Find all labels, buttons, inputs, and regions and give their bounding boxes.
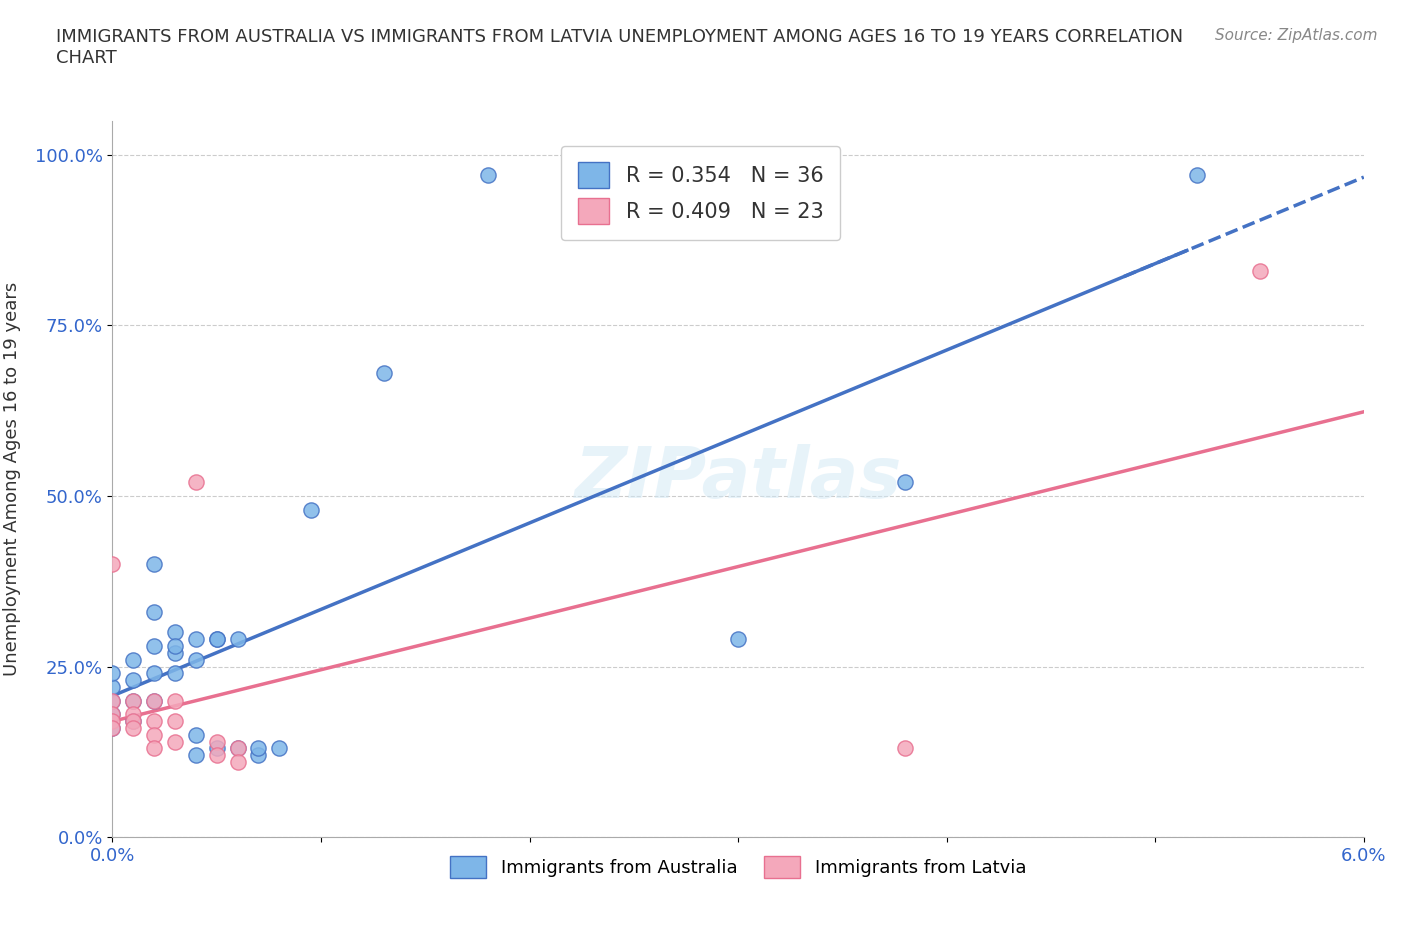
Point	[101, 707, 124, 722]
Point	[143, 604, 166, 619]
Point	[143, 727, 166, 742]
Text: Source: ZipAtlas.com: Source: ZipAtlas.com	[1215, 28, 1378, 43]
Point	[122, 693, 145, 708]
Point	[373, 365, 395, 380]
Point	[1185, 168, 1208, 183]
Point	[269, 741, 291, 756]
Point	[184, 748, 207, 763]
Point	[477, 168, 499, 183]
Point	[143, 639, 166, 654]
Point	[184, 652, 207, 667]
Point	[299, 502, 322, 517]
Point	[101, 666, 124, 681]
Point	[143, 666, 166, 681]
Point	[247, 741, 270, 756]
Point	[101, 557, 124, 572]
Point	[205, 631, 228, 646]
Point	[165, 645, 187, 660]
Point	[165, 713, 187, 728]
Text: IMMIGRANTS FROM AUSTRALIA VS IMMIGRANTS FROM LATVIA UNEMPLOYMENT AMONG AGES 16 T: IMMIGRANTS FROM AUSTRALIA VS IMMIGRANTS …	[56, 28, 1184, 67]
Point	[122, 713, 145, 728]
Point	[727, 631, 749, 646]
Point	[143, 741, 166, 756]
Text: ZIPatlas: ZIPatlas	[575, 445, 901, 513]
Point	[205, 748, 228, 763]
Point	[101, 721, 124, 736]
Point	[101, 693, 124, 708]
Point	[165, 625, 187, 640]
Point	[1249, 263, 1271, 278]
Point	[205, 734, 228, 749]
Point	[165, 693, 187, 708]
Point	[101, 693, 124, 708]
Point	[101, 713, 124, 728]
Point	[122, 672, 145, 687]
Legend: Immigrants from Australia, Immigrants from Latvia: Immigrants from Australia, Immigrants fr…	[443, 849, 1033, 885]
Point	[143, 693, 166, 708]
Point	[122, 652, 145, 667]
Point	[205, 741, 228, 756]
Point	[184, 727, 207, 742]
Point	[226, 754, 249, 769]
Point	[122, 693, 145, 708]
Point	[165, 639, 187, 654]
Point	[101, 680, 124, 695]
Point	[894, 475, 917, 490]
Point	[143, 713, 166, 728]
Point	[122, 713, 145, 728]
Point	[184, 631, 207, 646]
Point	[101, 707, 124, 722]
Y-axis label: Unemployment Among Ages 16 to 19 years: Unemployment Among Ages 16 to 19 years	[3, 282, 21, 676]
Point	[165, 666, 187, 681]
Point	[143, 557, 166, 572]
Point	[165, 734, 187, 749]
Point	[122, 721, 145, 736]
Point	[101, 721, 124, 736]
Point	[122, 707, 145, 722]
Point	[205, 631, 228, 646]
Point	[184, 475, 207, 490]
Point	[894, 741, 917, 756]
Point	[226, 741, 249, 756]
Point	[143, 693, 166, 708]
Point	[247, 748, 270, 763]
Point	[226, 631, 249, 646]
Point	[226, 741, 249, 756]
